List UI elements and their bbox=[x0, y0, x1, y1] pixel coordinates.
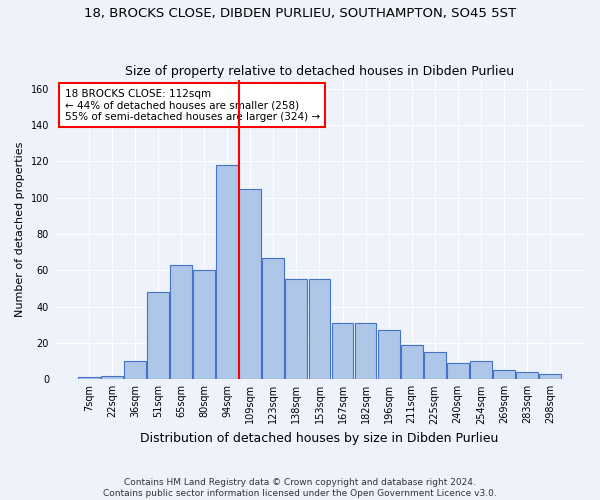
Bar bbox=[262, 258, 284, 380]
Bar bbox=[147, 292, 169, 380]
Bar bbox=[539, 374, 561, 380]
Bar bbox=[424, 352, 446, 380]
Text: 18, BROCKS CLOSE, DIBDEN PURLIEU, SOUTHAMPTON, SO45 5ST: 18, BROCKS CLOSE, DIBDEN PURLIEU, SOUTHA… bbox=[84, 8, 516, 20]
Bar bbox=[493, 370, 515, 380]
Bar bbox=[101, 376, 123, 380]
Bar bbox=[470, 361, 492, 380]
Bar bbox=[286, 280, 307, 380]
Bar bbox=[308, 280, 331, 380]
Bar bbox=[239, 188, 261, 380]
Bar bbox=[332, 323, 353, 380]
Y-axis label: Number of detached properties: Number of detached properties bbox=[15, 142, 25, 317]
Bar bbox=[516, 372, 538, 380]
Bar bbox=[355, 323, 376, 380]
X-axis label: Distribution of detached houses by size in Dibden Purlieu: Distribution of detached houses by size … bbox=[140, 432, 499, 445]
Text: Contains HM Land Registry data © Crown copyright and database right 2024.
Contai: Contains HM Land Registry data © Crown c… bbox=[103, 478, 497, 498]
Bar bbox=[170, 265, 192, 380]
Bar bbox=[217, 165, 238, 380]
Text: 18 BROCKS CLOSE: 112sqm
← 44% of detached houses are smaller (258)
55% of semi-d: 18 BROCKS CLOSE: 112sqm ← 44% of detache… bbox=[65, 88, 320, 122]
Bar bbox=[124, 361, 146, 380]
Title: Size of property relative to detached houses in Dibden Purlieu: Size of property relative to detached ho… bbox=[125, 66, 514, 78]
Bar bbox=[447, 363, 469, 380]
Bar bbox=[401, 345, 422, 380]
Bar bbox=[377, 330, 400, 380]
Bar bbox=[193, 270, 215, 380]
Bar bbox=[78, 378, 100, 380]
